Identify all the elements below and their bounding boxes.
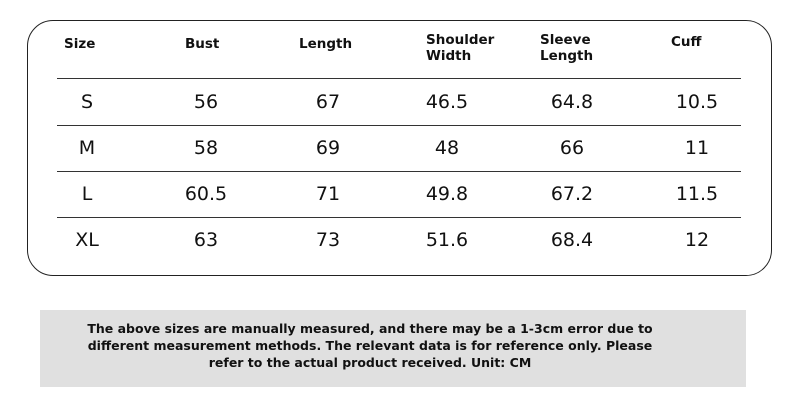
- note-box: The above sizes are manually measured, a…: [40, 310, 746, 387]
- row-divider: [57, 78, 741, 79]
- table-cell: 73: [315, 229, 341, 251]
- column-header: Bust: [185, 36, 220, 52]
- column-header: Cuff: [671, 34, 702, 50]
- table-cell: 11: [684, 137, 710, 159]
- table-cell: XL: [75, 229, 99, 251]
- table-cell: L: [81, 183, 93, 205]
- table-cell: 46.5: [425, 91, 469, 113]
- note-line: refer to the actual product received. Un…: [208, 355, 532, 370]
- table-cell: 71: [315, 183, 341, 205]
- table-cell: 10.5: [675, 91, 719, 113]
- table-cell: 63: [193, 229, 219, 251]
- table-cell: 58: [193, 137, 219, 159]
- table-cell: 49.8: [425, 183, 469, 205]
- table-cell: 67.2: [550, 183, 594, 205]
- row-divider: [57, 125, 741, 126]
- table-cell: S: [80, 91, 94, 113]
- table-cell: 68.4: [550, 229, 594, 251]
- table-cell: 67: [315, 91, 341, 113]
- table-cell: 69: [315, 137, 341, 159]
- row-divider: [57, 217, 741, 218]
- table-cell: 51.6: [425, 229, 469, 251]
- note-line: different measurement methods. The relev…: [87, 338, 653, 353]
- table-cell: 56: [193, 91, 219, 113]
- table-cell: 11.5: [675, 183, 719, 205]
- table-cell: 64.8: [550, 91, 594, 113]
- table-cell: 66: [559, 137, 585, 159]
- table-cell: M: [78, 137, 96, 159]
- table-cell: 60.5: [184, 183, 228, 205]
- column-header: Length: [299, 36, 353, 52]
- row-divider: [57, 171, 741, 172]
- table-cell: 12: [684, 229, 710, 251]
- column-header: Size: [64, 36, 96, 52]
- table-frame: [27, 20, 772, 276]
- table-cell: 48: [434, 137, 460, 159]
- column-header: Shoulder Width: [426, 32, 495, 64]
- column-header: Sleeve Length: [540, 32, 594, 64]
- note-line: The above sizes are manually measured, a…: [87, 321, 653, 336]
